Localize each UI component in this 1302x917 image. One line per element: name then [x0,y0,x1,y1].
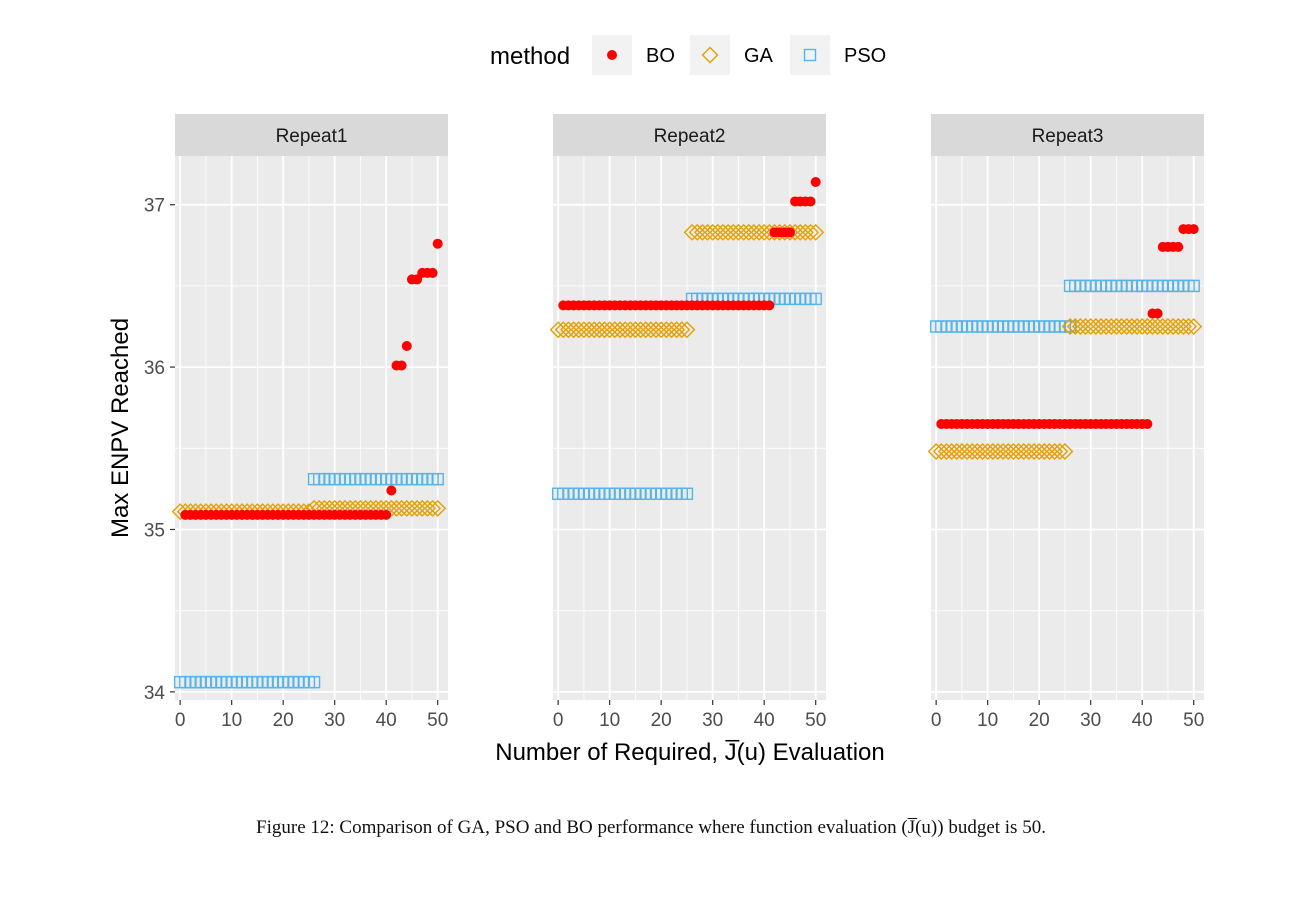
y-tick-label: 35 [144,520,165,541]
y-tick-label: 36 [144,358,165,379]
legend: method BO GA PSO [490,35,886,75]
figure-caption: Figure 12: Comparison of GA, PSO and BO … [256,817,1046,838]
panel-background [175,156,448,700]
ga-point [1185,318,1203,335]
x-tick-label: 10 [977,710,998,731]
bo-point [1173,241,1184,252]
ga-point [673,321,691,339]
legend-label: BO [646,45,675,67]
x-tick-label: 30 [702,710,723,731]
bo-point [401,340,412,351]
pso-point [809,292,822,306]
series-bo [558,176,821,311]
pso-point [1063,320,1077,333]
x-axis-title: Number of Required, J̅(u) Evaluation [495,739,885,766]
ga-point [802,223,820,241]
legend-key-ga [690,35,730,75]
x-tick-label: 30 [1080,710,1101,731]
series-ga [927,318,1203,461]
bo-point [386,485,397,496]
bo-point [810,176,821,187]
panel-repeat1: Repeat1 0 10 20 30 40 50 34 35 36 37 [144,114,448,731]
bo-point [784,227,795,238]
panel-background [553,156,826,700]
x-tick-label: 40 [1132,710,1153,731]
ga-point [701,46,719,64]
facet-title: Repeat1 [276,126,348,147]
bo-point [607,50,617,60]
facet-title: Repeat2 [654,126,726,147]
ga-point [1051,443,1069,461]
legend-label: PSO [844,45,886,67]
series-bo [936,224,1199,429]
y-axis-title: Max ENPV Reached [107,318,134,538]
y-tick-label: 34 [144,683,166,704]
pso-point [431,472,444,486]
facet-strip [175,114,448,156]
y-tick-label: 37 [144,196,165,217]
x-tick-label: 40 [376,710,397,731]
x-tick-label: 30 [324,710,345,731]
bo-point [1142,418,1153,429]
x-tick-label: 10 [221,710,242,731]
legend-label: GA [744,45,774,67]
pso-point [680,487,694,500]
panel-repeat3: Repeat3 0 10 20 30 40 50 [927,114,1204,731]
ga-point [429,499,447,517]
ga-point [1180,318,1198,335]
bo-point [764,300,775,311]
x-tick-label: 10 [599,710,620,731]
bo-point [427,267,438,278]
facet-strip [931,114,1204,156]
facet-title: Repeat3 [1032,126,1104,147]
bo-point [432,238,443,249]
legend-title: method [490,43,570,70]
ga-point [1056,443,1074,461]
ga-point [807,223,825,241]
x-tick-label: 0 [175,710,186,731]
x-tick-label: 20 [273,710,294,731]
facet-strip [553,114,826,156]
legend-key-pso [790,35,830,75]
pso-point [1187,279,1200,293]
x-tick-label: 50 [1183,710,1204,731]
x-tick-label: 40 [754,710,775,731]
x-tick-label: 20 [1029,710,1050,731]
series-pso [173,472,444,689]
bo-point [396,360,407,371]
pso-point [307,675,321,689]
series-ga [549,223,825,339]
panel-repeat2: Repeat2 0 10 20 30 40 50 [549,114,826,731]
x-tick-label: 50 [805,710,826,731]
bo-point [381,509,392,520]
x-tick-label: 20 [651,710,672,731]
series-bo [180,238,443,520]
x-tick-label: 50 [427,710,448,731]
bo-point [805,196,816,207]
bo-point [1188,224,1199,235]
x-tick-label: 0 [553,710,564,731]
ga-point [424,499,442,517]
ga-point [678,321,696,339]
bo-point [1152,308,1163,319]
x-tick-label: 0 [931,710,942,731]
pso-point [803,48,817,62]
series-pso [929,279,1200,333]
